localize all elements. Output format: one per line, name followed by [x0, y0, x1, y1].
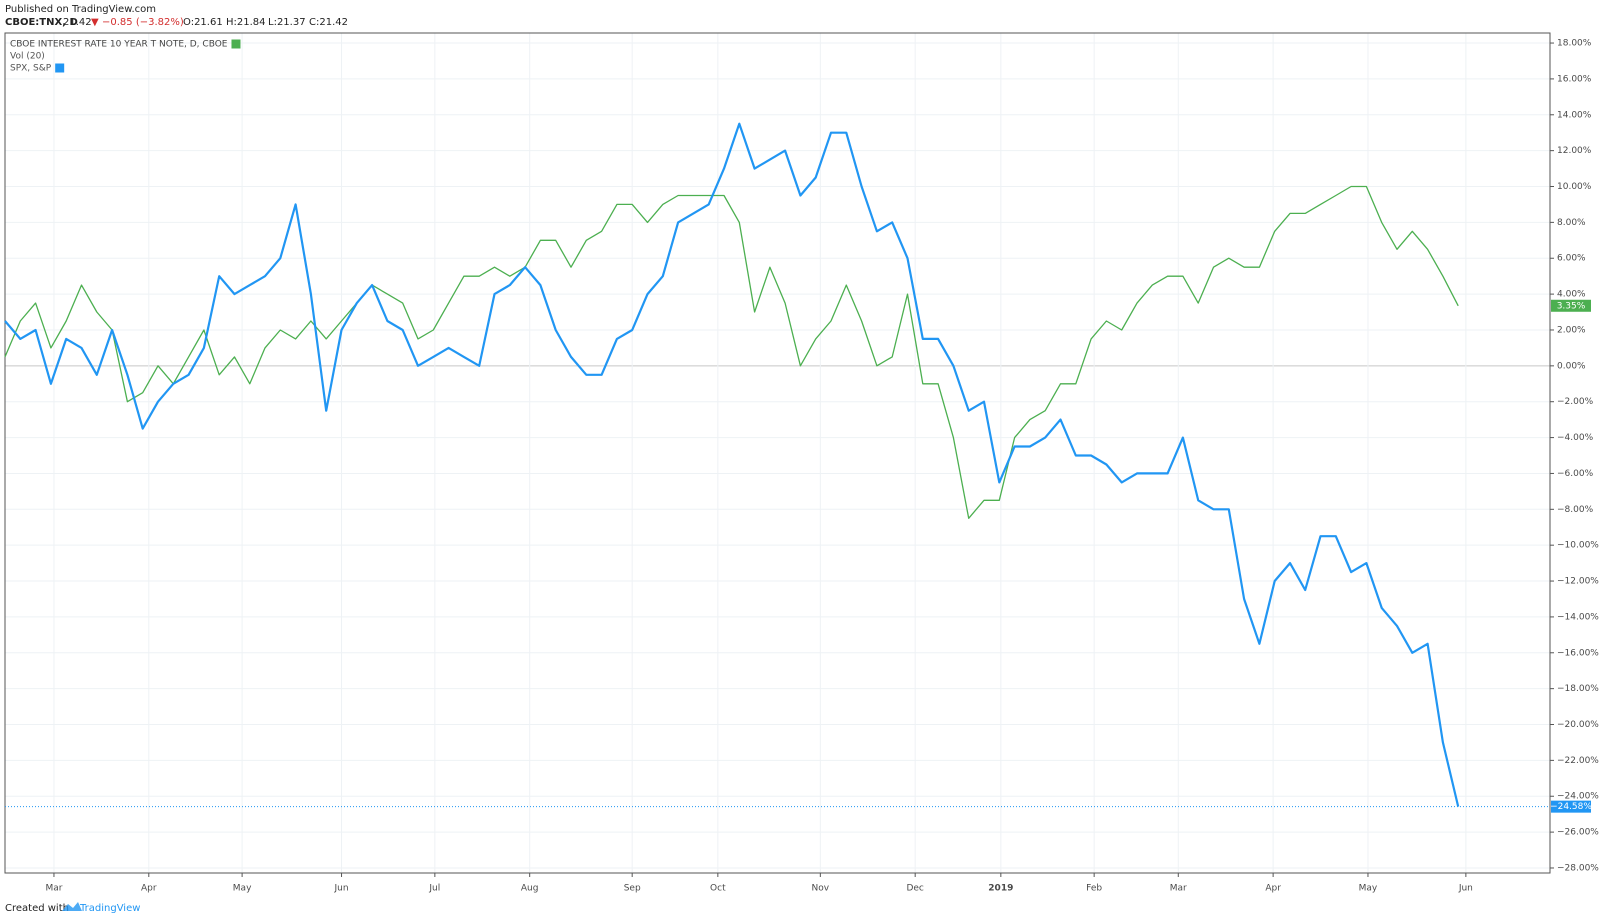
y-tick-label: −16.00% [1557, 648, 1599, 658]
footer-created: Created with [5, 903, 69, 914]
x-tick-label: Dec [906, 884, 923, 894]
y-tick-label: 0.00% [1557, 361, 1586, 371]
price-tag-label: 3.35% [1557, 301, 1586, 311]
x-tick-label: Aug [521, 884, 539, 894]
y-tick-label: −6.00% [1557, 469, 1594, 479]
y-tick-label: 4.00% [1557, 290, 1586, 300]
price-tag-label: −24.58% [1550, 802, 1592, 812]
legend-label: Vol (20) [10, 52, 45, 62]
y-tick-label: −22.00% [1557, 756, 1599, 766]
price-tag [1551, 299, 1591, 312]
x-tick-label: Jul [428, 884, 440, 894]
y-tick-label: −10.00% [1557, 541, 1599, 551]
y-tick-label: −8.00% [1557, 505, 1594, 515]
arrow: ▼ [91, 17, 99, 28]
x-tick-label: Jun [1458, 884, 1473, 894]
change: −0.85 (−3.82%) [102, 17, 184, 28]
y-tick-label: 8.00% [1557, 218, 1586, 228]
high: H:21.84 [226, 17, 266, 28]
price-tag [1551, 800, 1591, 813]
x-tick-label: Nov [812, 884, 830, 894]
grid [5, 33, 1550, 873]
y-tick-label: 12.00% [1557, 146, 1592, 156]
low: L:21.37 [268, 17, 306, 28]
x-tick-label: May [1359, 884, 1378, 894]
x-tick-label: 2019 [988, 884, 1013, 894]
footer-brand: TradingView [79, 903, 140, 914]
x-tick-label: Mar [1170, 884, 1187, 894]
open: O:21.61 [183, 17, 223, 28]
y-tick-label: −2.00% [1557, 397, 1594, 407]
y-tick-label: 6.00% [1557, 254, 1586, 264]
legend-label: CBOE INTEREST RATE 10 YEAR T NOTE, D, CB… [10, 40, 228, 50]
series-line [4, 122, 1460, 807]
y-tick-label: −14.00% [1557, 612, 1599, 622]
series-line [4, 185, 1459, 519]
y-tick-label: −4.00% [1557, 433, 1594, 443]
y-tick-label: 14.00% [1557, 110, 1592, 120]
x-tick-label: May [233, 884, 252, 894]
y-tick-label: 2.00% [1557, 325, 1586, 335]
x-tick-label: Sep [624, 884, 641, 894]
ticker: CBOE:TNX, D [5, 17, 78, 28]
y-tick-label: 16.00% [1557, 74, 1592, 84]
brand-logo [62, 902, 82, 911]
y-tick-label: 10.00% [1557, 182, 1592, 192]
y-tick-label: −24.00% [1557, 792, 1599, 802]
y-tick-label: −12.00% [1557, 577, 1599, 587]
x-tick-label: Feb [1086, 884, 1102, 894]
legend: CBOE INTEREST RATE 10 YEAR T NOTE, D, CB… [10, 39, 241, 74]
last: 21.42 [63, 17, 92, 28]
plot-frame [4, 32, 1551, 874]
x-tick-label: Mar [45, 884, 62, 894]
y-tick-label: −18.00% [1557, 684, 1599, 694]
y-tick-label: 18.00% [1557, 39, 1592, 49]
y-tick-label: −20.00% [1557, 720, 1599, 730]
ticker-line: CBOE:TNX, D 21.42 ▼ −0.85 (−3.82%) O:21.… [5, 17, 348, 28]
x-tick-label: Apr [1265, 884, 1281, 894]
y-tick-label: −26.00% [1557, 828, 1599, 838]
legend-label: SPX, S&P [10, 64, 52, 74]
legend-swatch [55, 63, 65, 73]
y-tick-label: −28.00% [1557, 863, 1599, 873]
x-tick-label: Jun [334, 884, 349, 894]
legend-swatch [231, 39, 241, 49]
x-tick-label: Apr [141, 884, 157, 894]
x-tick-label: Oct [710, 884, 726, 894]
published: Published on TradingView.com [5, 4, 156, 15]
close: C:21.42 [309, 17, 348, 28]
